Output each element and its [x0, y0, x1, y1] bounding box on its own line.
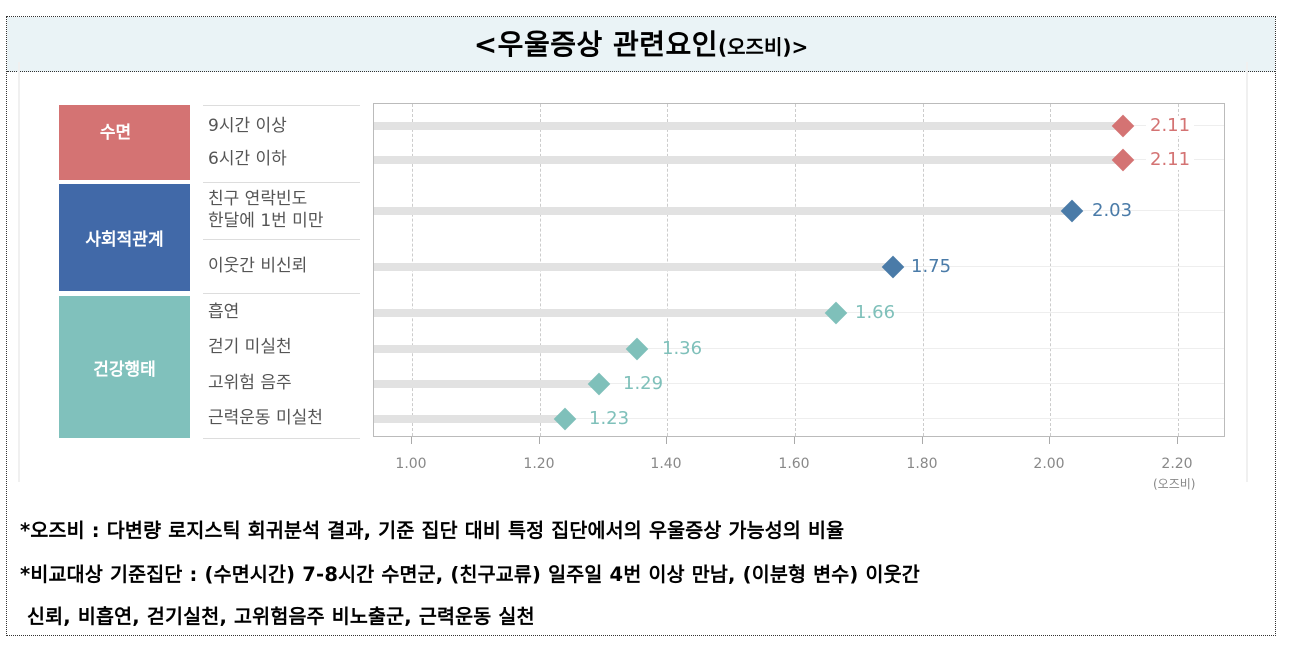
x-tick	[794, 437, 795, 444]
value-label: 1.36	[662, 338, 703, 359]
gridline-h	[374, 383, 1224, 384]
footnote-odds-ratio: *오즈비 : 다변량 로지스틱 회귀분석 결과, 기준 집단 대비 특정 집단에…	[20, 519, 845, 542]
bar-high-risk-drinking	[374, 380, 598, 388]
x-tick	[1049, 437, 1050, 444]
bar-no-strength-training	[374, 415, 559, 423]
bar-neighbor-distrust	[374, 263, 892, 271]
chart-title-suffix: (오즈비)>	[718, 35, 809, 59]
value-label: 2.11	[1146, 150, 1195, 170]
bar-9h-plus	[374, 122, 1122, 130]
row-label: 고위험 음주	[208, 373, 292, 393]
row-separator	[203, 105, 360, 106]
gridline	[1178, 104, 1179, 436]
value-label: 1.23	[589, 408, 630, 429]
gridline	[923, 104, 924, 436]
title-bar: <우울증상 관련요인(오즈비)>	[7, 17, 1275, 72]
category-label: 수면	[99, 123, 132, 143]
x-tick	[922, 437, 923, 444]
row-label: 흡연	[208, 302, 240, 322]
x-tick-label: 1.80	[906, 456, 938, 472]
x-tick-label: 2.20	[1161, 456, 1193, 472]
x-tick-label: 1.60	[778, 456, 810, 472]
row-label: 9시간 이상	[208, 116, 287, 136]
chart-title: <우울증상 관련요인	[473, 28, 719, 61]
x-tick	[539, 437, 540, 444]
value-label: 2.03	[1092, 200, 1133, 221]
diamond-marker-icon	[625, 337, 649, 361]
footnote-reference-group: *비교대상 기준집단 : (수면시간) 7-8시간 수면군, (친구교류) 일주…	[20, 563, 920, 586]
x-tick-label: 1.00	[395, 456, 427, 472]
bar-6h-under	[374, 156, 1122, 164]
row-label: 걷기 미실천	[208, 337, 292, 357]
category-social: 사회적관계	[59, 184, 190, 291]
bar-no-walking	[374, 345, 643, 353]
diamond-marker-icon	[1111, 148, 1135, 172]
x-axis-unit: (오즈비)	[1153, 477, 1196, 491]
row-label: 이웃간 비신뢰	[208, 256, 308, 276]
plot-area: 2.11 2.11 2.03 1.75 1.66 1.36 1.29 1.23	[373, 103, 1225, 437]
x-tick	[1177, 437, 1178, 444]
gridline-h	[374, 348, 1224, 349]
value-label: 2.11	[1146, 116, 1195, 136]
value-label: 1.66	[855, 302, 896, 323]
row-separator	[203, 239, 360, 240]
row-label-line2: 한달에 1번 미만	[208, 211, 324, 231]
gridline	[1050, 104, 1051, 436]
diamond-marker-icon	[1060, 199, 1084, 223]
row-label: 친구 연락빈도	[208, 189, 308, 209]
chart-panel	[18, 62, 1248, 482]
row-label: 6시간 이하	[208, 149, 287, 169]
diamond-marker-icon	[881, 255, 905, 279]
x-tick-label: 2.00	[1033, 456, 1065, 472]
category-label: 사회적관계	[85, 230, 164, 250]
row-separator	[203, 438, 360, 439]
bar-friend-contact	[374, 207, 1071, 215]
gridline-h	[374, 418, 1224, 419]
row-label: 근력운동 미실천	[208, 408, 323, 428]
value-label: 1.29	[623, 373, 664, 394]
diamond-marker-icon	[587, 372, 611, 396]
diamond-marker-icon	[1111, 114, 1135, 138]
x-tick-label: 1.40	[650, 456, 682, 472]
x-tick	[411, 437, 412, 444]
diamond-marker-icon	[824, 301, 848, 325]
category-label: 건강행태	[93, 359, 156, 380]
value-label: 1.75	[911, 256, 952, 277]
category-sleep: 수면	[59, 105, 190, 180]
x-tick	[666, 437, 667, 444]
row-separator	[203, 293, 360, 294]
category-health: 건강행태	[59, 296, 190, 438]
figure-frame: <우울증상 관련요인(오즈비)>	[6, 16, 1276, 636]
footnote-reference-group-cont: 신뢰, 비흡연, 걷기실천, 고위험음주 비노출군, 근력운동 실천	[20, 605, 535, 628]
row-separator	[203, 182, 360, 183]
diamond-marker-icon	[553, 407, 577, 431]
bar-smoking	[374, 309, 835, 317]
x-tick-label: 1.20	[523, 456, 555, 472]
